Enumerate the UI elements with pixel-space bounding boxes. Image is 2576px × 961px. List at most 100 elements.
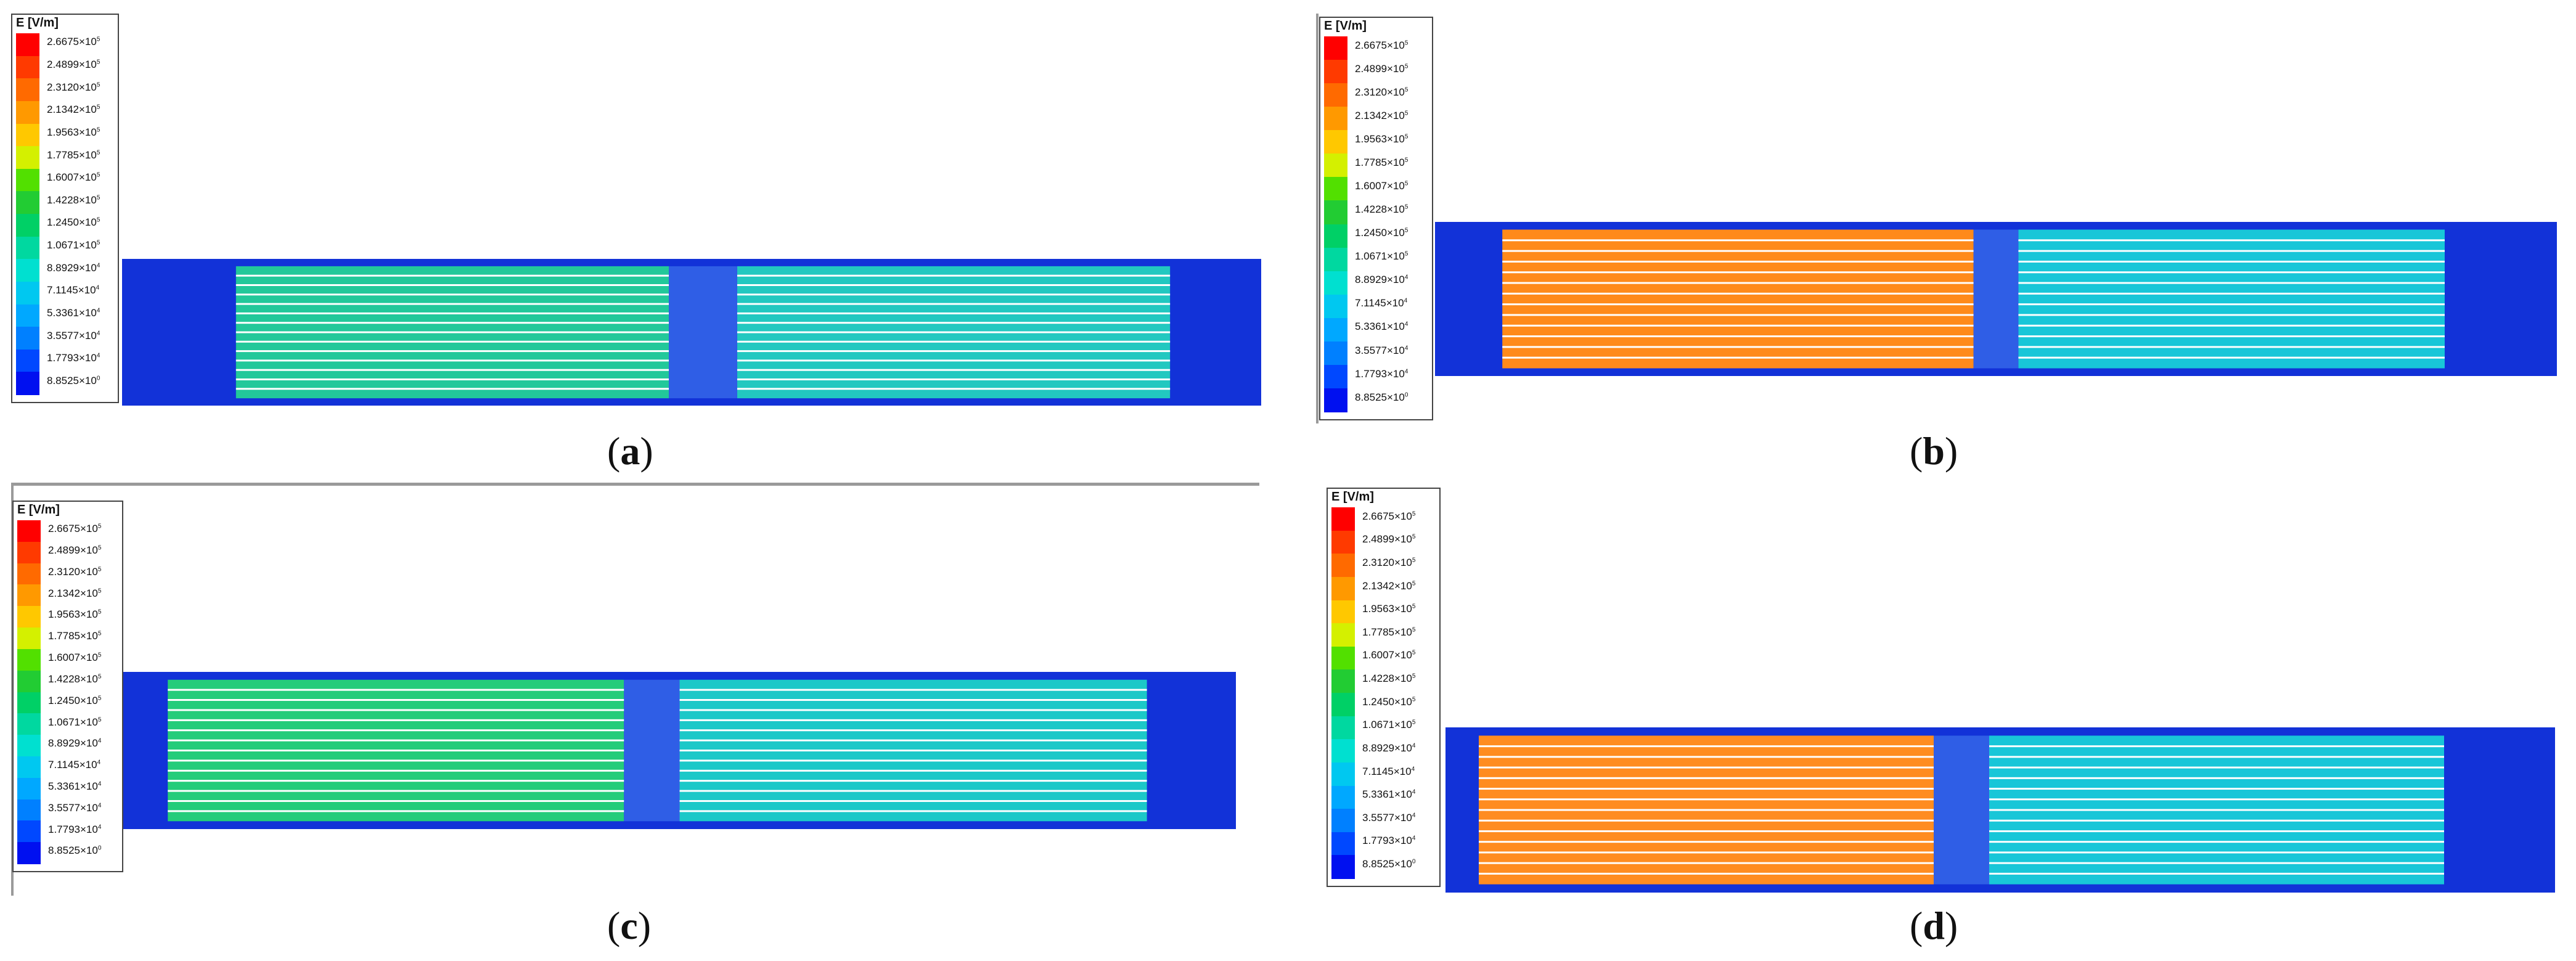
conductor-line bbox=[1479, 830, 1934, 832]
conductor-line bbox=[1479, 798, 1934, 801]
legend-label: 1.4228×105 bbox=[47, 194, 100, 206]
conductor-line bbox=[679, 769, 1147, 772]
conductor-line bbox=[2018, 292, 2445, 295]
conductor-line bbox=[1989, 745, 2444, 748]
legend-label: 1.0671×105 bbox=[1362, 719, 1416, 731]
conductor-line bbox=[2018, 239, 2445, 242]
legend-label: 1.9563×105 bbox=[1362, 603, 1416, 615]
legend-label: 5.3361×104 bbox=[47, 306, 100, 319]
conductor-line bbox=[1479, 766, 1934, 769]
legend-color-swatch bbox=[16, 100, 39, 125]
legend-color-swatch bbox=[1331, 646, 1355, 670]
legend-c: E [V/m] 2.6675×105 2.4899×105 2.3120×105 2.1… bbox=[12, 501, 123, 872]
conductor-line bbox=[1479, 777, 1934, 779]
legend-label: 2.3120×105 bbox=[48, 565, 102, 578]
legend-color-swatch bbox=[1324, 177, 1347, 202]
legend-color-swatch bbox=[1324, 271, 1347, 295]
legend-label: 2.4899×105 bbox=[48, 544, 102, 557]
legend-color-swatch bbox=[1331, 507, 1355, 531]
legend-label: 2.4899×105 bbox=[47, 59, 100, 71]
conductor-line bbox=[737, 359, 1171, 362]
conductor-line bbox=[168, 780, 624, 782]
legend-label: 8.8525×100 bbox=[1362, 858, 1416, 870]
conductor-line bbox=[1502, 271, 1974, 274]
legend-label: 1.9563×105 bbox=[1355, 133, 1409, 145]
legend-label: 3.5577×104 bbox=[48, 801, 102, 814]
field-plot-svg bbox=[122, 259, 1261, 406]
conductor-line bbox=[1989, 830, 2444, 832]
conductor-line bbox=[737, 350, 1171, 353]
legend-color-swatch bbox=[1324, 130, 1347, 154]
legend-color-swatch bbox=[17, 584, 41, 607]
caption-c: (c) bbox=[607, 904, 652, 947]
conductor-line bbox=[235, 359, 669, 362]
legend-color-swatch bbox=[17, 692, 41, 714]
legend-label: 2.1342×105 bbox=[48, 587, 102, 599]
legend-color-swatch bbox=[17, 628, 41, 650]
legend-b: E [V/m] 2.6675×105 2.4899×105 2.3120×105 2.1… bbox=[1319, 17, 1433, 420]
legend-label: 1.7793×104 bbox=[1355, 367, 1409, 380]
field-plot-svg bbox=[123, 672, 1236, 829]
conductor-line bbox=[1479, 788, 1934, 790]
legend-color-swatch bbox=[17, 777, 41, 800]
conductor-line bbox=[235, 303, 669, 305]
legend-label: 5.3361×104 bbox=[1362, 788, 1416, 801]
conductor-line bbox=[1502, 303, 1974, 306]
conductor-line bbox=[1479, 872, 1934, 875]
legend-color-swatch bbox=[1324, 153, 1347, 178]
conductor-line bbox=[2018, 260, 2445, 263]
gap-region bbox=[669, 266, 737, 399]
conductor-line bbox=[235, 340, 669, 343]
conductor-line bbox=[1479, 851, 1934, 854]
legend-color-swatch bbox=[1324, 364, 1347, 389]
gap-region bbox=[1934, 735, 1989, 885]
legend-label: 2.3120×105 bbox=[47, 81, 100, 93]
legend-color-swatch bbox=[1331, 716, 1355, 740]
conductor-line bbox=[168, 689, 624, 691]
conductor-line bbox=[679, 729, 1147, 732]
legend-label: 1.2450×105 bbox=[1362, 695, 1416, 708]
legend-label: 2.1342×105 bbox=[1355, 109, 1409, 121]
legend-color-swatch bbox=[16, 259, 39, 282]
legend-label: 3.5577×104 bbox=[47, 329, 100, 341]
legend-color-swatch bbox=[16, 372, 39, 395]
conductor-line bbox=[1502, 282, 1974, 284]
legend-color-swatch bbox=[16, 33, 39, 57]
legend-color-swatch bbox=[1331, 739, 1355, 763]
field-plot-svg bbox=[1435, 222, 2557, 376]
legend-color-swatch bbox=[1331, 832, 1355, 856]
legend-color-swatch bbox=[17, 520, 41, 542]
legend-label: 1.7793×104 bbox=[47, 352, 100, 364]
legend-label: 8.8525×100 bbox=[48, 844, 102, 857]
conductor-line bbox=[235, 284, 669, 286]
legend-label: 5.3361×104 bbox=[1355, 321, 1409, 333]
legend-color-swatch bbox=[16, 78, 39, 102]
conductor-line bbox=[1989, 788, 2444, 790]
conductor-line bbox=[1989, 862, 2444, 864]
legend-color-swatch bbox=[16, 214, 39, 237]
legend-color-swatch bbox=[1324, 200, 1347, 225]
conductor-line bbox=[168, 810, 624, 812]
legend-label: 1.0671×105 bbox=[48, 716, 102, 728]
legend-color-swatch bbox=[1324, 388, 1347, 412]
conductor-line bbox=[1479, 756, 1934, 758]
legend-color-swatch bbox=[1324, 60, 1347, 84]
conductor-line bbox=[737, 322, 1171, 324]
legend-color-swatch bbox=[17, 713, 41, 735]
legend-color-swatch bbox=[1324, 294, 1347, 319]
conductor-line bbox=[235, 312, 669, 314]
conductor-line bbox=[737, 378, 1171, 380]
legend-color-swatch bbox=[1331, 785, 1355, 809]
conductor-line bbox=[1502, 335, 1974, 338]
legend-label: 2.3120×105 bbox=[1355, 86, 1409, 98]
legend-color-swatch bbox=[1331, 530, 1355, 554]
legend-label: 8.8929×104 bbox=[1362, 742, 1416, 754]
legend-label: 2.1342×105 bbox=[47, 104, 100, 116]
legend-label: 8.8929×104 bbox=[48, 737, 102, 750]
legend-color-swatch bbox=[1324, 341, 1347, 366]
conductor-line bbox=[1479, 841, 1934, 843]
legend-color-swatch bbox=[1324, 224, 1347, 248]
conductor-line bbox=[1479, 809, 1934, 811]
legend-color-swatch bbox=[1331, 576, 1355, 601]
conductor-line bbox=[168, 729, 624, 732]
